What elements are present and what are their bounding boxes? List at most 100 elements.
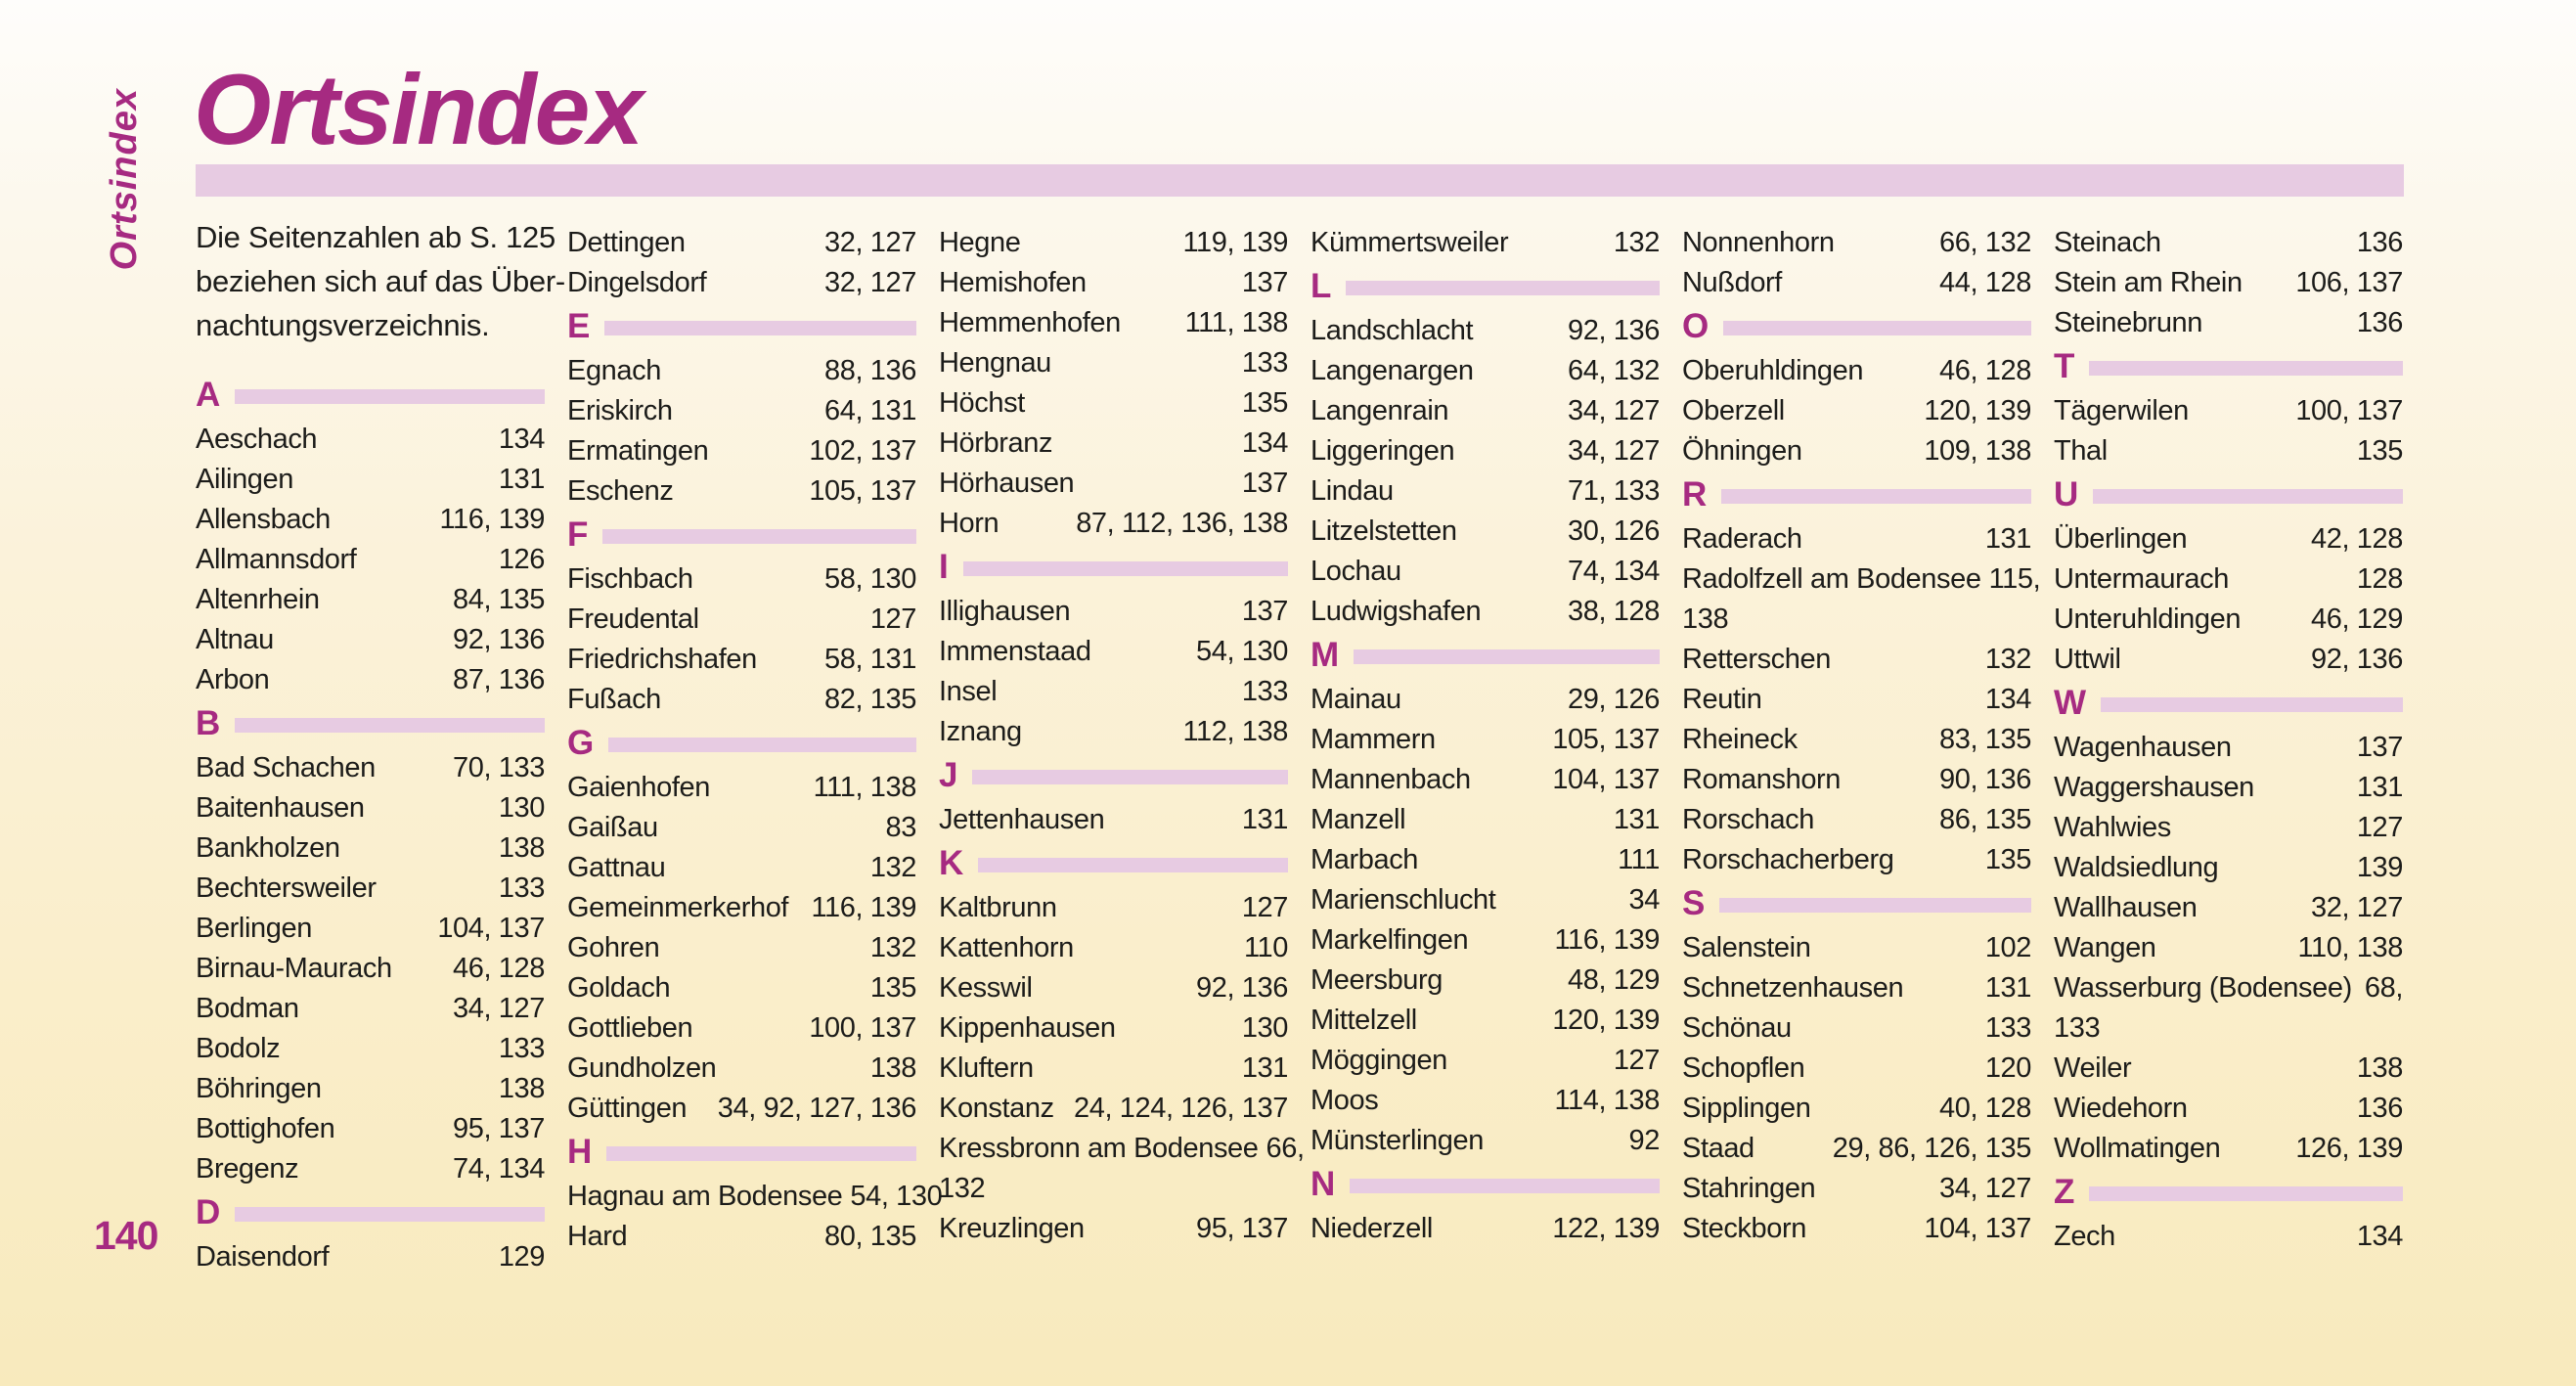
page-refs: 115, bbox=[1988, 563, 2041, 595]
page-refs: 127 bbox=[869, 604, 917, 635]
place-name: Schönau bbox=[1682, 1012, 1792, 1044]
page-refs: 131 bbox=[1613, 804, 1661, 835]
place-name: Ermatingen bbox=[567, 435, 709, 467]
page-refs: 34, 92, 127, 136 bbox=[717, 1093, 917, 1124]
index-entry: Kluftern 131 bbox=[939, 1049, 1288, 1089]
place-name: Bechtersweiler bbox=[196, 872, 377, 904]
place-name: Ailingen bbox=[196, 464, 293, 495]
section-rule-bar bbox=[1354, 649, 1660, 664]
section-rule-bar bbox=[235, 389, 545, 404]
section-header-j: J bbox=[939, 756, 1288, 796]
place-name: Staad bbox=[1682, 1133, 1754, 1164]
place-name: Kattenhorn bbox=[939, 932, 1074, 963]
place-name: Berlingen bbox=[196, 913, 312, 944]
section-rule-bar bbox=[972, 770, 1288, 784]
index-entry: Gohren 132 bbox=[567, 928, 916, 968]
index-entry: Wollmatingen 126, 139 bbox=[2054, 1129, 2403, 1169]
section-header-f: F bbox=[567, 517, 916, 556]
page-refs: 68, bbox=[2364, 972, 2404, 1004]
index-entry: Litzelstetten 30, 126 bbox=[1310, 512, 1660, 552]
place-name: Lochau bbox=[1310, 556, 1401, 587]
place-name: Mittelzell bbox=[1310, 1005, 1417, 1036]
page-refs-overflow: 133 bbox=[2054, 1012, 2101, 1044]
index-entry: Konstanz 24, 124, 126, 137 bbox=[939, 1089, 1288, 1129]
place-name: Salenstein bbox=[1682, 932, 1811, 963]
index-column: Dettingen 32, 127 Dingelsdorf 32, 127 E Egnac… bbox=[567, 223, 943, 1277]
page-refs: 38, 128 bbox=[1568, 596, 1660, 627]
section-letter: S bbox=[1682, 884, 1706, 922]
place-name: Immenstaad bbox=[939, 636, 1091, 667]
page-refs: 74, 134 bbox=[453, 1153, 545, 1185]
index-entry: Schnetzenhausen 131 bbox=[1682, 968, 2031, 1008]
page-refs-overflow: 132 bbox=[939, 1173, 986, 1204]
place-name: Stein am Rhein bbox=[2054, 267, 2243, 298]
place-name: Gundholzen bbox=[567, 1052, 717, 1084]
section-letter: L bbox=[1310, 267, 1332, 305]
index-entry: Niederzell 122, 139 bbox=[1310, 1209, 1660, 1249]
place-name: Höchst bbox=[939, 387, 1025, 419]
place-name: Hörhausen bbox=[939, 468, 1075, 499]
index-entry: Bankholzen 138 bbox=[196, 828, 545, 869]
place-name: Fischbach bbox=[567, 563, 693, 595]
index-entry: Steckborn 104, 137 bbox=[1682, 1209, 2031, 1249]
section-letter: K bbox=[939, 844, 964, 882]
page-refs: 92, 136 bbox=[453, 624, 545, 655]
index-entry: Stahringen 34, 127 bbox=[1682, 1169, 2031, 1209]
place-name: Steinebrunn bbox=[2054, 307, 2202, 338]
index-entry: Möggingen 127 bbox=[1310, 1041, 1660, 1081]
place-name: Rorschacherberg bbox=[1682, 844, 1894, 875]
section-letter: J bbox=[939, 756, 958, 794]
index-entry: Insel 133 bbox=[939, 672, 1288, 712]
page-refs: 138 bbox=[869, 1052, 917, 1084]
index-entry: Hengnau 133 bbox=[939, 343, 1288, 383]
page-refs: 109, 138 bbox=[1924, 435, 2031, 467]
page-refs: 54, 130 bbox=[850, 1181, 943, 1212]
page-refs: 111, 138 bbox=[1184, 307, 1289, 338]
place-name: Wasserburg (Bodensee) bbox=[2054, 972, 2352, 1004]
place-name: Öhningen bbox=[1682, 435, 1802, 467]
place-name: Ludwigshafen bbox=[1310, 596, 1482, 627]
section-rule-bar bbox=[1723, 321, 2031, 335]
page-refs: 34, 127 bbox=[1939, 1173, 2031, 1204]
place-name: Überlingen bbox=[2054, 523, 2188, 555]
place-name: Manzell bbox=[1310, 804, 1406, 835]
index-entry: Fußach 82, 135 bbox=[567, 680, 916, 720]
page-refs: 133 bbox=[498, 1033, 546, 1064]
place-name: Dettingen bbox=[567, 227, 686, 258]
index-entry: Ludwigshafen 38, 128 bbox=[1310, 592, 1660, 632]
page-refs: 136 bbox=[2356, 1093, 2404, 1124]
index-entry: Manzell 131 bbox=[1310, 800, 1660, 840]
place-name: Friedrichshafen bbox=[567, 644, 757, 675]
page-refs: 133 bbox=[1241, 347, 1289, 379]
section-rule-bar bbox=[606, 1146, 916, 1161]
place-name: Wiedehorn bbox=[2054, 1093, 2188, 1124]
section-header-g: G bbox=[567, 726, 916, 764]
page-refs: 137 bbox=[1241, 267, 1289, 298]
page-refs: 134 bbox=[498, 424, 546, 455]
index-entry: Kümmertsweiler 132 bbox=[1310, 223, 1660, 263]
page-refs: 34 bbox=[1628, 884, 1661, 916]
index-entry: Höchst 135 bbox=[939, 383, 1288, 424]
place-name: Bodolz bbox=[196, 1033, 281, 1064]
index-entry: Münsterlingen 92 bbox=[1310, 1121, 1660, 1161]
place-name: Romanshorn bbox=[1682, 764, 1842, 795]
place-name: Aeschach bbox=[196, 424, 318, 455]
section-header-d: D bbox=[196, 1195, 545, 1233]
page-refs: 129 bbox=[498, 1241, 546, 1273]
index-entry: Retterschen 132 bbox=[1682, 640, 2031, 680]
place-name: Lindau bbox=[1310, 475, 1394, 507]
index-entry: Horn 87, 112, 136, 138 bbox=[939, 504, 1288, 544]
intro-text: Die Seitenzahlen ab S. 125 beziehen sich… bbox=[196, 215, 565, 347]
index-entry: Altnau 92, 136 bbox=[196, 620, 545, 660]
index-entry: Steinach 136 bbox=[2054, 223, 2403, 263]
page-refs: 120, 139 bbox=[1552, 1005, 1660, 1036]
index-entry: Thal 135 bbox=[2054, 431, 2403, 471]
page-refs: 44, 128 bbox=[1939, 267, 2031, 298]
index-entry: Steinebrunn 136 bbox=[2054, 303, 2403, 343]
page-refs: 111, 138 bbox=[813, 772, 917, 803]
place-name: Markelfingen bbox=[1310, 924, 1469, 956]
place-name: Moos bbox=[1310, 1085, 1379, 1116]
page-refs: 131 bbox=[1241, 1052, 1289, 1084]
page-refs: 42, 128 bbox=[2311, 523, 2403, 555]
page-refs: 138 bbox=[498, 832, 546, 864]
